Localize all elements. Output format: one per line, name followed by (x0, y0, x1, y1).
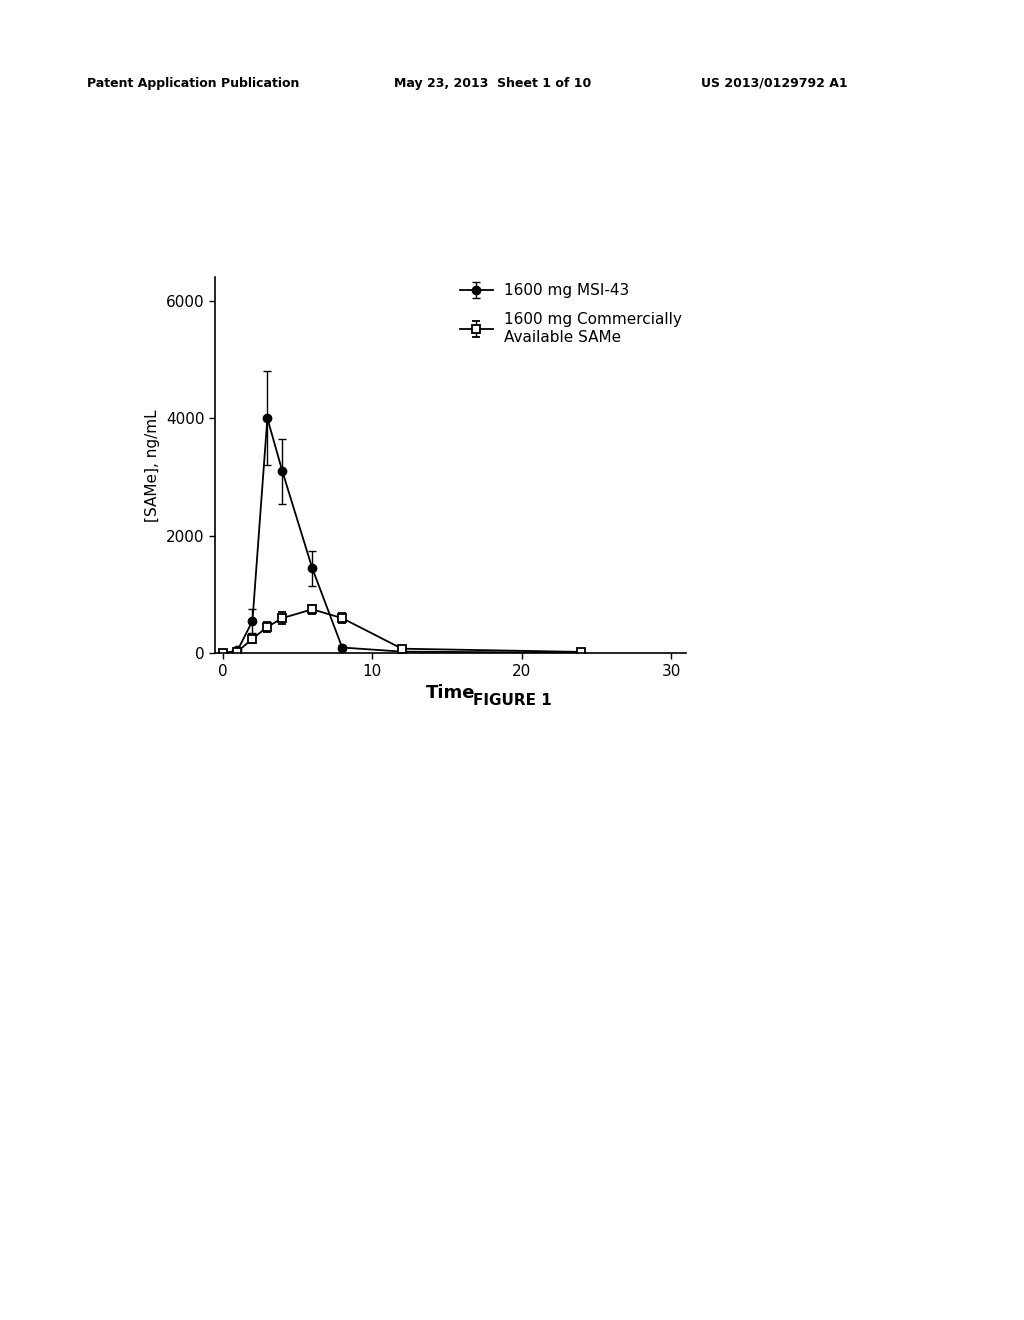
Text: Patent Application Publication: Patent Application Publication (87, 77, 299, 90)
Text: FIGURE 1: FIGURE 1 (473, 693, 551, 708)
Y-axis label: [SAMe], ng/mL: [SAMe], ng/mL (145, 409, 161, 521)
Text: May 23, 2013  Sheet 1 of 10: May 23, 2013 Sheet 1 of 10 (394, 77, 592, 90)
Text: US 2013/0129792 A1: US 2013/0129792 A1 (701, 77, 848, 90)
Legend: 1600 mg MSI-43, 1600 mg Commercially
Available SAMe: 1600 mg MSI-43, 1600 mg Commercially Ava… (454, 277, 688, 351)
X-axis label: Time: Time (426, 684, 475, 702)
